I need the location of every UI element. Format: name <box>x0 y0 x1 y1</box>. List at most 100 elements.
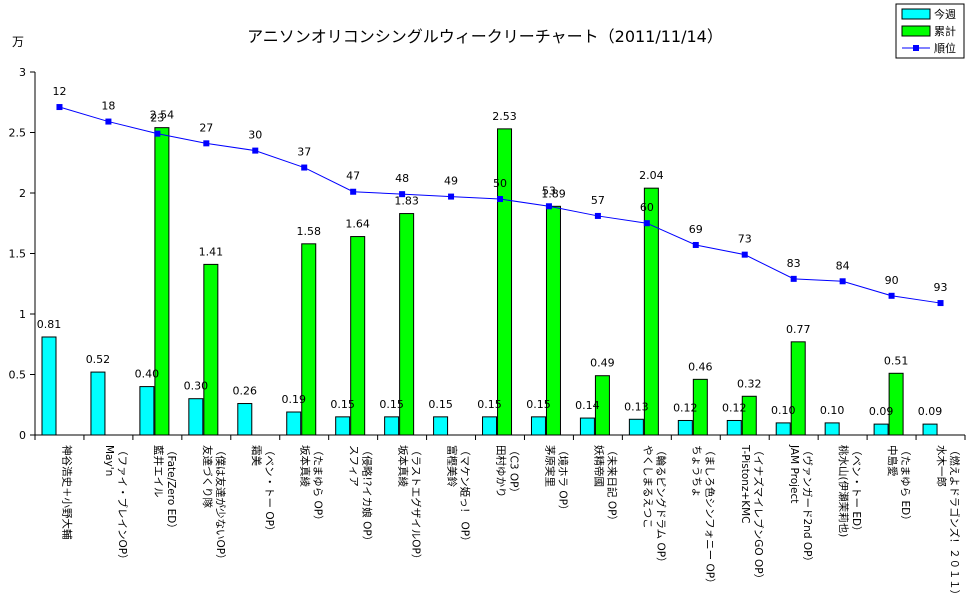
rank-point <box>545 203 552 210</box>
bar-weekly <box>433 416 449 436</box>
bar-cumulative <box>545 205 561 436</box>
data-label-rank: 84 <box>836 259 850 272</box>
x-category-label: 藍井エイル <box>152 445 165 498</box>
bar-weekly <box>677 419 693 436</box>
x-category-label: 中島愛 <box>886 445 899 477</box>
bar-weekly <box>335 416 351 436</box>
data-label-cumulative: 0.46 <box>688 360 713 373</box>
rank-point <box>301 164 308 171</box>
x-category-label: 妖精帝國 <box>592 445 605 487</box>
bar-cumulative <box>497 128 513 436</box>
data-label-cumulative: 1.64 <box>345 218 370 231</box>
x-category-label: やくしまるえつこ <box>641 445 653 529</box>
x-category-label: T-Pistonz+KMC <box>739 444 751 524</box>
bar-weekly <box>41 336 57 436</box>
y-tick-label: 2.5 <box>9 127 27 140</box>
rank-point <box>154 130 161 137</box>
data-label-weekly: 0.30 <box>184 380 209 393</box>
data-label-weekly: 0.14 <box>575 399 600 412</box>
rank-line-group <box>56 104 944 307</box>
data-label-cumulative: 0.49 <box>590 357 615 370</box>
x-category-label: 神谷浩史＋小野大輔 <box>60 445 73 540</box>
data-label-weekly: 0.81 <box>37 318 62 331</box>
y-tick-label: 0.5 <box>9 369 27 382</box>
data-label-weekly: 0.13 <box>624 400 649 413</box>
rank-point <box>741 251 748 258</box>
x-category-label: （ファイ・ブレインOP） <box>116 445 129 565</box>
rank-point <box>252 147 259 154</box>
x-category-label: 坂本真綾 <box>299 445 312 487</box>
rank-point <box>105 118 112 125</box>
data-label-rank: 50 <box>493 177 507 190</box>
data-label-weekly: 0.15 <box>330 398 355 411</box>
rank-point <box>56 104 63 111</box>
data-label-weekly: 0.09 <box>869 405 894 418</box>
bars <box>41 127 938 436</box>
rank-point <box>203 140 210 147</box>
data-label-rank: 27 <box>199 121 213 134</box>
bar-weekly <box>482 416 498 436</box>
x-category-label: 桃水山(伊瀬茉莉也) <box>837 445 850 537</box>
rank-point <box>448 193 455 200</box>
bar-weekly <box>139 386 155 436</box>
bar-cumulative <box>741 395 757 436</box>
x-category-label: （たまゆら OP） <box>312 445 324 526</box>
x-category-label: スフィア <box>348 445 360 487</box>
bar-cumulative <box>692 378 708 436</box>
bar-weekly <box>922 423 938 436</box>
rank-point <box>399 191 406 198</box>
x-category-label: JAM Project <box>788 444 800 503</box>
x-category-label: 茅原実里 <box>543 445 556 487</box>
rank-point <box>839 278 846 285</box>
rank-point <box>790 275 797 282</box>
bar-cumulative <box>888 372 904 436</box>
y-axis-unit-label: 万 <box>12 35 24 49</box>
x-category-label: （たまゆら ED） <box>899 445 911 526</box>
data-label-rank: 83 <box>787 257 801 270</box>
y-tick-label: 2 <box>19 187 26 200</box>
data-label-weekly: 0.12 <box>673 401 698 414</box>
data-label-rank: 37 <box>297 146 311 159</box>
bar-cumulative <box>399 213 415 436</box>
data-label-weekly: 0.15 <box>428 398 453 411</box>
data-label-weekly: 0.12 <box>722 401 747 414</box>
bar-cumulative <box>350 236 366 436</box>
data-label-cumulative: 0.77 <box>786 323 811 336</box>
x-category-label: （侵略!?イカ娘 OP） <box>361 445 374 546</box>
bar-weekly <box>188 398 204 436</box>
y-tick-label: 0 <box>19 429 26 442</box>
x-category-label: （境ホラ OP） <box>556 445 569 515</box>
rank-point <box>937 300 944 307</box>
data-label-cumulative: 1.41 <box>199 245 224 258</box>
legend-marker-rank <box>913 45 919 51</box>
data-label-weekly: 0.15 <box>526 398 551 411</box>
data-label-rank: 49 <box>444 175 458 188</box>
rank-point <box>692 241 699 248</box>
data-label-rank: 93 <box>934 281 948 294</box>
data-label-weekly: 0.09 <box>918 405 943 418</box>
y-tick-label: 3 <box>19 66 26 79</box>
x-category-label: （マケン姫っ！ OP） <box>459 445 472 547</box>
x-category-label: （ベン・トー OP） <box>263 445 275 536</box>
data-label-weekly: 0.26 <box>233 385 258 398</box>
y-tick-label: 1 <box>19 308 26 321</box>
data-label-weekly: 0.52 <box>86 353 111 366</box>
data-label-cumulative: 1.89 <box>541 187 566 200</box>
y-tick-labels: 0 0.5 1 1.5 2 2.5 3 <box>9 66 35 442</box>
data-label-cumulative: 0.51 <box>884 354 909 367</box>
x-category-label: 田村ゆかり <box>495 445 508 498</box>
x-category-label: （未来日記 OP） <box>605 445 618 526</box>
x-category-label: （燃えよドラゴンズ！２０１１） <box>948 445 961 600</box>
x-category-label: （ラストエグザイルOP） <box>410 445 423 564</box>
bar-weekly <box>775 422 791 436</box>
data-label-rank: 57 <box>591 194 605 207</box>
legend-label-rank: 順位 <box>934 41 956 55</box>
bar-weekly <box>873 423 889 436</box>
x-category-label: 霜美 <box>250 445 263 466</box>
x-category-label: （Fate/Zero ED） <box>165 445 177 534</box>
bar-weekly <box>824 422 840 436</box>
bar-cumulative <box>790 341 806 436</box>
x-category-label: （ましろ色シンフォニー OP） <box>703 445 716 589</box>
x-category-label: （イナズマイレブンGO OP） <box>752 445 765 584</box>
chart-title: アニソンオリコンシングルウィークリーチャート（2011/11/14） <box>247 27 723 46</box>
